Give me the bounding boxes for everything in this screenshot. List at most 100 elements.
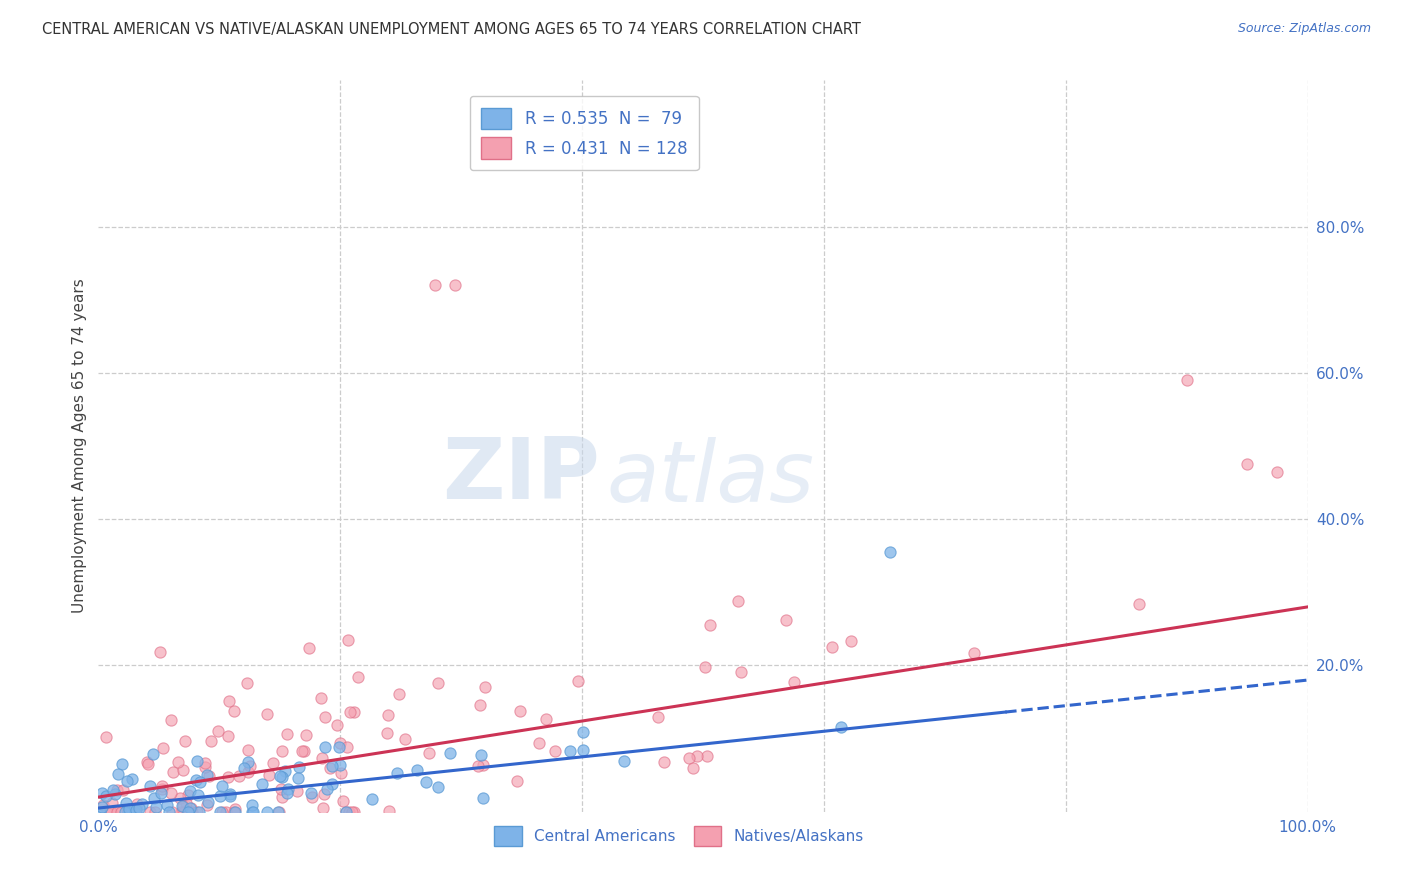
Point bbox=[101, 796, 124, 810]
Point bbox=[336, 739, 359, 754]
Point bbox=[100, 805, 122, 819]
Point bbox=[194, 756, 217, 770]
Point bbox=[301, 790, 323, 805]
Point bbox=[699, 617, 721, 632]
Point bbox=[343, 805, 366, 819]
Point bbox=[405, 764, 427, 778]
Point bbox=[439, 747, 461, 761]
Point bbox=[236, 676, 259, 690]
Point bbox=[211, 805, 233, 819]
Point bbox=[135, 755, 157, 769]
Point bbox=[506, 773, 529, 788]
Point bbox=[468, 698, 491, 712]
Point bbox=[292, 744, 315, 758]
Point bbox=[162, 805, 184, 819]
Point bbox=[388, 687, 411, 701]
Point bbox=[96, 805, 118, 819]
Point bbox=[224, 704, 246, 718]
Point bbox=[287, 784, 309, 798]
Point bbox=[329, 736, 352, 750]
Point bbox=[288, 760, 311, 774]
Point bbox=[131, 797, 153, 812]
Point bbox=[377, 725, 399, 739]
Point bbox=[179, 783, 201, 797]
Point bbox=[115, 774, 138, 789]
Point bbox=[339, 705, 361, 719]
Point bbox=[378, 805, 401, 819]
Point bbox=[325, 718, 347, 732]
Point bbox=[107, 766, 129, 780]
Point bbox=[654, 756, 676, 770]
Point bbox=[218, 693, 240, 707]
Point bbox=[256, 706, 278, 721]
Point bbox=[567, 673, 589, 688]
Point bbox=[91, 800, 114, 814]
Point bbox=[839, 634, 862, 648]
Point bbox=[186, 805, 208, 819]
Point bbox=[1128, 597, 1150, 611]
Point bbox=[236, 765, 259, 780]
Point bbox=[783, 674, 806, 689]
Point bbox=[186, 755, 208, 769]
Point bbox=[114, 796, 136, 810]
Point bbox=[156, 797, 179, 812]
Legend: Central Americans, Natives/Alaskans: Central Americans, Natives/Alaskans bbox=[488, 820, 870, 852]
Point bbox=[91, 786, 114, 800]
Point bbox=[730, 665, 752, 679]
Point bbox=[267, 805, 290, 819]
Point bbox=[297, 641, 319, 656]
Point bbox=[299, 786, 322, 800]
Point bbox=[269, 769, 291, 783]
Point bbox=[142, 747, 165, 762]
Point bbox=[271, 790, 294, 805]
Point bbox=[270, 770, 292, 784]
Point bbox=[224, 805, 246, 819]
Point bbox=[128, 801, 150, 815]
Point bbox=[377, 708, 399, 723]
Point bbox=[124, 803, 146, 817]
Point bbox=[96, 789, 118, 803]
Point bbox=[572, 725, 595, 739]
Point bbox=[427, 780, 450, 794]
Point bbox=[385, 766, 408, 780]
Point bbox=[160, 713, 183, 727]
Point bbox=[332, 795, 354, 809]
Point bbox=[125, 801, 148, 815]
Point bbox=[219, 789, 242, 804]
Point bbox=[321, 759, 343, 773]
Point bbox=[200, 734, 222, 748]
Point bbox=[117, 805, 139, 819]
Text: ZIP: ZIP bbox=[443, 434, 600, 516]
Point bbox=[311, 801, 333, 815]
Point bbox=[613, 754, 636, 768]
Point bbox=[328, 757, 350, 772]
Point bbox=[472, 790, 495, 805]
Point bbox=[291, 744, 314, 758]
Point bbox=[180, 805, 202, 819]
Point bbox=[239, 759, 262, 773]
Point bbox=[101, 782, 124, 797]
Point bbox=[195, 797, 218, 812]
Point bbox=[174, 796, 197, 810]
Point bbox=[415, 774, 437, 789]
Point bbox=[242, 805, 264, 819]
Point bbox=[110, 805, 132, 819]
Point bbox=[727, 594, 749, 608]
Point bbox=[215, 805, 238, 819]
Point bbox=[312, 787, 335, 801]
Point bbox=[821, 640, 844, 654]
Point bbox=[879, 545, 901, 559]
Point bbox=[184, 773, 207, 788]
Point bbox=[228, 769, 250, 783]
Point bbox=[142, 791, 165, 805]
Point bbox=[294, 728, 316, 742]
Point bbox=[152, 740, 174, 755]
Point bbox=[211, 780, 233, 794]
Point bbox=[276, 786, 298, 800]
Point bbox=[560, 744, 582, 758]
Point bbox=[287, 771, 309, 785]
Point bbox=[309, 691, 332, 706]
Point bbox=[695, 660, 717, 674]
Point bbox=[176, 805, 198, 819]
Point bbox=[444, 278, 467, 293]
